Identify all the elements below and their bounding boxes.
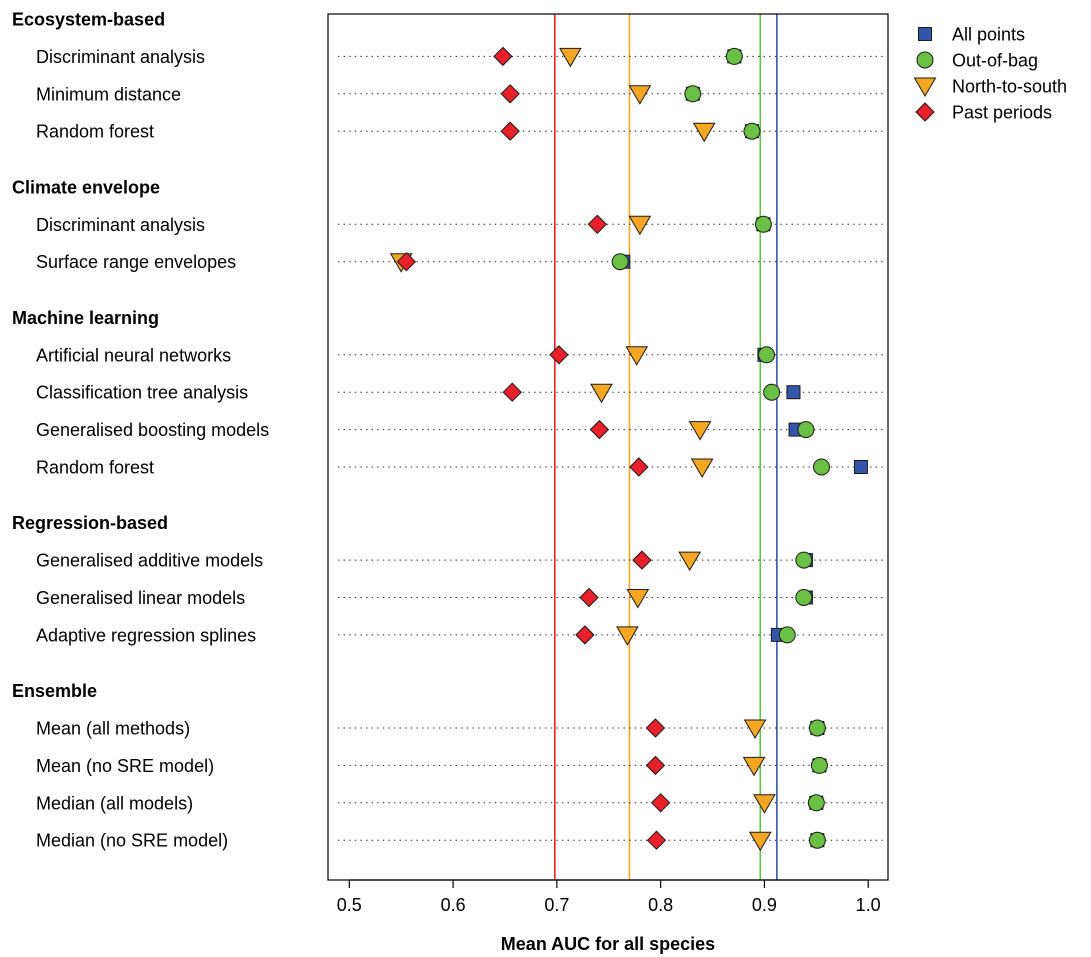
legend-label: Out-of-bag (952, 51, 1038, 71)
point-ns (628, 85, 652, 105)
x-tick-label: 0.8 (648, 895, 673, 915)
reference-lines (553, 14, 778, 880)
point-oob (797, 421, 815, 439)
method-label: Generalised boosting models (36, 420, 269, 440)
point-oob (778, 626, 796, 644)
legend-marker-past (915, 102, 935, 122)
point-oob (808, 719, 826, 737)
point-oob (725, 47, 743, 65)
point-past (629, 457, 649, 477)
legend-marker-all (918, 27, 932, 41)
group-heading: Climate envelope (12, 177, 160, 197)
method-label: Minimum distance (36, 84, 181, 104)
point-ns (742, 756, 766, 777)
x-axis-label: Mean AUC for all species (501, 934, 715, 954)
group-heading: Regression-based (12, 513, 168, 533)
point-all (853, 460, 868, 474)
method-label: Surface range envelopes (36, 252, 236, 272)
point-past (396, 251, 417, 272)
method-label: Mean (no SRE model) (36, 756, 214, 776)
point-oob (743, 122, 761, 140)
point-past (587, 214, 608, 235)
method-label: Discriminant analysis (36, 215, 205, 235)
method-label: Median (all models) (36, 793, 193, 813)
point-past (502, 382, 522, 402)
x-tick-label: 0.7 (544, 895, 569, 915)
data-points (389, 46, 868, 852)
point-ns (678, 551, 702, 572)
method-label: Random forest (36, 458, 154, 478)
method-label: Discriminant analysis (36, 47, 205, 67)
point-ns (628, 215, 652, 236)
point-past (575, 625, 595, 645)
group-heading: Ensemble (12, 681, 97, 701)
group-heading: Machine learning (12, 308, 159, 328)
point-ns (626, 589, 650, 609)
point-ns (558, 47, 582, 68)
point-past (500, 121, 520, 141)
point-ns (616, 626, 639, 646)
x-tick-label: 0.5 (337, 895, 362, 915)
row-guides (338, 55, 884, 841)
method-label: Adaptive regression splines (36, 625, 256, 645)
point-past (650, 793, 671, 813)
point-oob (757, 346, 775, 364)
point-oob (611, 253, 629, 271)
point-oob (810, 756, 828, 774)
method-label: Classification tree analysis (36, 383, 248, 403)
point-oob (808, 831, 826, 849)
point-ns (690, 458, 714, 478)
point-oob (807, 794, 825, 812)
method-label: Generalised additive models (36, 551, 263, 571)
x-axis: 0.5 0.6 0.7 0.8 0.9 1.0 (337, 879, 881, 915)
legend-marker-ns (913, 77, 937, 97)
group-heading: Ecosystem-based (12, 10, 165, 30)
point-oob (684, 85, 702, 103)
method-label: Artificial neural networks (36, 345, 231, 365)
point-ns (625, 346, 649, 366)
legend-label: Past periods (952, 103, 1052, 123)
method-label: Random forest (36, 122, 154, 142)
method-label: Mean (all methods) (36, 719, 190, 739)
x-tick-label: 0.6 (441, 895, 466, 915)
row-labels: Ecosystem-based Discriminant analysis Mini… (12, 10, 269, 851)
point-ns (692, 122, 716, 143)
point-past (589, 419, 610, 440)
point-oob (795, 551, 813, 569)
point-all (786, 385, 801, 400)
x-tick-label: 0.9 (752, 895, 777, 915)
x-tick-label: 1.0 (856, 895, 881, 915)
point-past (500, 84, 520, 104)
point-past (579, 587, 599, 608)
point-oob (763, 383, 781, 401)
legend-label: North-to-south (952, 77, 1067, 97)
point-ns (753, 794, 776, 814)
point-ns (743, 719, 767, 739)
point-oob (795, 589, 813, 606)
point-past (549, 345, 569, 365)
point-ns (748, 831, 772, 852)
plot-frame (327, 13, 889, 881)
point-oob (754, 215, 772, 233)
point-ns (590, 383, 613, 404)
method-label: Median (no SRE model) (36, 831, 228, 851)
method-label: Generalised linear models (36, 588, 245, 608)
point-oob (812, 458, 830, 476)
legend: All points Out-of-bag North-to-south Past p… (913, 25, 1067, 123)
legend-label: All points (952, 25, 1025, 45)
legend-marker-oob (916, 51, 934, 69)
point-past (632, 550, 652, 570)
point-past (645, 718, 666, 738)
point-ns (688, 421, 712, 441)
point-past (645, 755, 666, 776)
point-past (646, 830, 667, 850)
point-past (493, 46, 513, 67)
